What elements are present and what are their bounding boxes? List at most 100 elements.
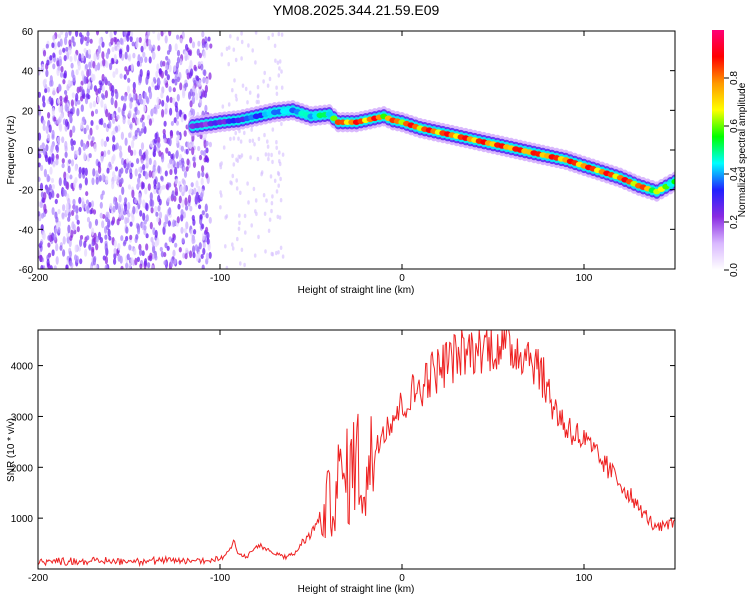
heatmap-noise-cell <box>136 60 140 67</box>
heatmap-noise-cell <box>144 56 148 63</box>
heatmap-noise-cell <box>55 256 59 265</box>
heatmap-noise-cell <box>188 143 192 150</box>
heatmap-noise-cell <box>83 127 87 135</box>
heatmap-noise-cell <box>257 234 260 240</box>
heatmap-noise-cell <box>115 142 119 150</box>
heatmap-noise-cell <box>46 133 51 142</box>
heatmap-noise-cell <box>81 88 85 95</box>
heatmap-noise-cell <box>180 226 184 234</box>
heatmap-noise-cell <box>74 254 78 261</box>
colorbar-tick-label: 0.8 <box>729 71 740 85</box>
heatmap-noise-cell <box>163 31 167 34</box>
heatmap-noise-cell <box>131 139 135 149</box>
heatmap-noise-cell <box>117 106 121 113</box>
heatmap-noise-cell <box>180 145 184 152</box>
heatmap-noise-cell <box>94 218 99 226</box>
heatmap-noise-cell <box>125 235 129 242</box>
heatmap-noise-cell <box>61 163 65 169</box>
heatmap-noise-cell <box>67 211 71 218</box>
heatmap-noise-cell <box>64 89 68 96</box>
heatmap-noise-cell <box>201 210 205 216</box>
heatmap-noise-cell <box>275 85 278 90</box>
heatmap-noise-cell <box>128 53 132 62</box>
heatmap-noise-cell <box>118 194 122 203</box>
heatmap-noise-cell <box>166 74 170 80</box>
heatmap-noise-cell <box>53 265 57 269</box>
heatmap-noise-cell <box>144 258 148 267</box>
heatmap-noise-cell <box>279 245 283 250</box>
heatmap-noise-cell <box>192 85 196 93</box>
heatmap-noise-cell <box>185 205 189 211</box>
heatmap-noise-cell <box>178 246 182 253</box>
heatmap-noise-cell <box>64 151 68 158</box>
heatmap-noise-cell <box>189 250 193 259</box>
heatmap-noise-cell <box>225 46 229 51</box>
heatmap-noise-cell <box>164 214 168 223</box>
heatmap-noise-cell <box>149 44 153 51</box>
heatmap-noise-cell <box>67 224 71 234</box>
heatmap-noise-cell <box>42 95 46 103</box>
heatmap-noise-cell <box>154 205 158 214</box>
snr-series-line <box>38 330 675 568</box>
heatmap-noise-cell <box>45 186 49 194</box>
heatmap-noise-cell <box>48 96 52 103</box>
heatmap-noise-cell <box>176 130 180 136</box>
heatmap-noise-cell <box>180 114 184 123</box>
heatmap-ridge-cell <box>330 115 338 122</box>
heatmap-noise-cell <box>231 153 234 159</box>
heatmap-noise-cell <box>278 66 281 71</box>
heatmap-noise-cell <box>102 58 106 67</box>
heatmap-noise-cell <box>109 62 113 71</box>
heatmap-noise-cell <box>76 219 80 225</box>
heatmap-noise-cell <box>59 38 63 47</box>
heatmap-noise-cell <box>122 116 126 125</box>
heatmap-noise-cell <box>98 175 102 182</box>
heatmap-noise-cell <box>188 49 193 57</box>
heatmap-noise-cell <box>120 131 124 141</box>
heatmap-noise-cell <box>159 60 164 68</box>
heatmap-noise-cell <box>70 138 74 147</box>
heatmap-noise-cell <box>231 242 234 247</box>
heatmap-noise-cell <box>101 51 105 60</box>
heatmap-noise-cell <box>131 41 135 47</box>
heatmap-noise-cell <box>142 164 146 171</box>
heatmap-noise-cell <box>190 229 194 237</box>
heatmap-noise-cell <box>170 258 174 268</box>
heatmap-noise-cell <box>77 62 81 71</box>
heatmap-noise-cell <box>244 86 248 92</box>
heatmap-noise-cell <box>123 36 127 42</box>
heatmap-noise-cell <box>178 260 182 266</box>
heatmap-noise-cell <box>80 95 84 102</box>
heatmap-noise-cell <box>194 194 198 204</box>
heatmap-noise-cell <box>98 37 102 46</box>
heatmap-noise-cell <box>104 90 108 99</box>
heatmap-noise-cell <box>220 52 224 57</box>
heatmap-noise-cell <box>240 31 243 36</box>
heatmap-noise-cell <box>225 265 229 269</box>
heatmap-noise-cell <box>94 108 99 115</box>
heatmap-noise-cell <box>236 158 240 163</box>
heatmap-noise-cell <box>251 48 254 53</box>
heatmap-noise-cell <box>162 226 166 235</box>
heatmap-noise-cell <box>200 63 204 71</box>
heatmap-noise-cell <box>115 68 119 75</box>
heatmap-noise-cell <box>180 208 184 216</box>
heatmap-noise-cell <box>86 36 90 44</box>
heatmap-noise-cell <box>149 198 153 207</box>
heatmap-noise-cell <box>128 132 132 139</box>
heatmap-noise-cell <box>201 223 205 230</box>
heatmap-noise-cell <box>231 173 235 179</box>
heatmap-noise-cell <box>47 235 51 241</box>
spectrogram-x-tick-label: -200 <box>28 273 48 284</box>
heatmap-noise-cell <box>153 188 157 195</box>
heatmap-noise-cell <box>103 140 107 148</box>
heatmap-noise-cell <box>168 31 172 37</box>
heatmap-noise-cell <box>145 202 149 212</box>
heatmap-noise-cell <box>193 79 197 85</box>
heatmap-noise-cell <box>106 224 110 231</box>
heatmap-noise-cell <box>81 201 85 209</box>
heatmap-noise-cell <box>113 174 117 182</box>
heatmap-noise-cell <box>62 236 66 245</box>
heatmap-noise-cell <box>92 100 96 108</box>
heatmap-noise-cell <box>180 157 185 164</box>
